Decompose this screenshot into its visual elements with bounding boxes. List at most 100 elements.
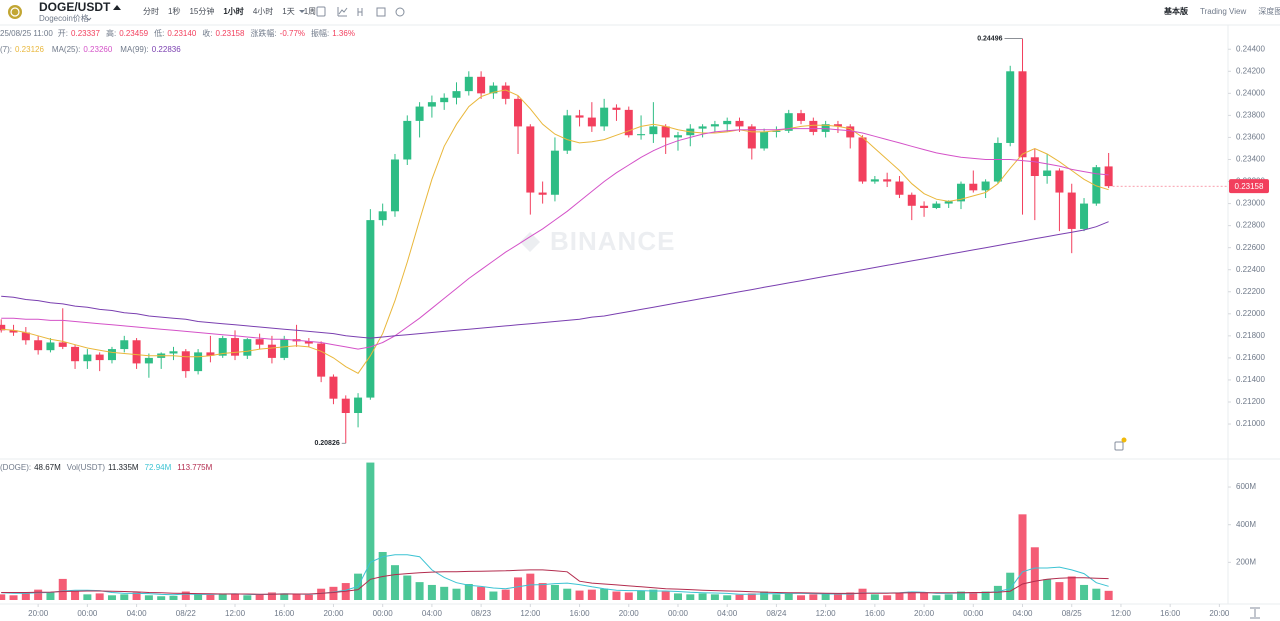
x-tick-label: 00:00 xyxy=(963,609,984,618)
volume-bar xyxy=(21,593,30,600)
view-button[interactable]: 基本版 xyxy=(1163,6,1188,16)
volume-bar xyxy=(107,595,116,600)
volume-legend-value: 48.67M xyxy=(34,463,61,472)
candle-body xyxy=(883,179,892,182)
volume-bar xyxy=(550,584,559,600)
x-tick-label: 20:00 xyxy=(28,609,49,618)
volume-bar xyxy=(58,578,67,600)
volume-bar xyxy=(870,594,879,600)
candle-body xyxy=(95,354,104,361)
candle-body xyxy=(329,376,338,399)
volume-bar xyxy=(34,589,43,600)
candle-body xyxy=(34,340,43,351)
candle-body xyxy=(870,179,879,182)
volume-bar xyxy=(83,594,92,600)
candle-body xyxy=(624,109,633,136)
candle-body xyxy=(858,137,867,182)
volume-bar xyxy=(821,593,830,600)
interval-bar: 分时 1秒 15分钟 1小时 4小时 1天 1周 xyxy=(143,6,316,16)
icon-indicator[interactable] xyxy=(316,6,326,17)
volume-bar xyxy=(563,588,572,600)
candle-body xyxy=(218,338,227,356)
volume-bar xyxy=(464,583,473,600)
icon-compare[interactable] xyxy=(357,8,363,16)
icon-layout[interactable] xyxy=(376,7,386,17)
candle-body xyxy=(907,194,916,206)
volume-bar xyxy=(292,594,301,600)
candle-body xyxy=(932,203,941,208)
interval-button[interactable]: 分时 xyxy=(143,6,159,16)
candle-body xyxy=(981,181,990,191)
y-tick-label: 0.24000 xyxy=(1236,88,1265,97)
volume-bar xyxy=(993,585,1002,600)
icon-settings[interactable] xyxy=(395,7,405,17)
y-tick-label: 0.23000 xyxy=(1236,199,1265,208)
candle-body xyxy=(427,102,436,107)
favorite-arrow[interactable] xyxy=(113,5,121,10)
volume-bar xyxy=(932,595,941,600)
volume-bar xyxy=(427,584,436,600)
volume-bar xyxy=(415,582,424,600)
interval-button[interactable]: 1小时 xyxy=(223,6,243,16)
candle-body xyxy=(846,126,855,138)
candle-body xyxy=(514,98,523,127)
subtitle-caret[interactable] xyxy=(86,17,92,21)
volume-ma-line xyxy=(1,569,1109,595)
candle-body xyxy=(354,397,363,414)
high-label: 0.24496 xyxy=(977,36,1002,43)
volume-bar xyxy=(747,593,756,600)
x-tick-label: 12:00 xyxy=(816,609,837,618)
candle-body xyxy=(821,124,830,132)
interval-button[interactable]: 4小时 xyxy=(253,6,273,16)
y-tick-label: 0.21000 xyxy=(1236,419,1265,428)
price-panel: 0.24496 0.20826 xyxy=(0,36,1113,447)
interval-button[interactable]: 1天 xyxy=(282,7,294,16)
volume-bar xyxy=(157,596,166,600)
y-tick-label: 0.22200 xyxy=(1236,287,1265,296)
x-tick-label: 08/25 xyxy=(1062,609,1083,618)
coin-logo-mark xyxy=(10,7,20,17)
symbol[interactable]: DOGE/USDT xyxy=(39,0,111,14)
interval-button[interactable]: 15分钟 xyxy=(189,6,214,16)
volume-bar xyxy=(304,594,313,600)
candle-body xyxy=(107,349,116,361)
icon-draw[interactable] xyxy=(337,7,348,17)
candle-body xyxy=(587,117,596,127)
coin-logo xyxy=(8,5,22,19)
interval-more[interactable] xyxy=(299,10,305,13)
candle-body xyxy=(563,115,572,151)
info-value: -0.77% xyxy=(280,29,305,38)
volume-bar xyxy=(895,593,904,600)
subtitle[interactable]: Dogecoin价格 xyxy=(39,13,89,23)
view-button[interactable]: 深度图 xyxy=(1258,6,1280,16)
volume-y-tick-label: 600M xyxy=(1236,482,1256,491)
interval-button[interactable]: 1周 xyxy=(304,7,316,16)
volume-bar xyxy=(1030,547,1039,600)
volume-bar xyxy=(673,593,682,600)
volume-bar xyxy=(169,595,178,600)
candle-body xyxy=(403,120,412,160)
candle-body xyxy=(673,135,682,138)
watermark: BINANCE xyxy=(550,226,675,256)
candle-body xyxy=(464,76,473,92)
candle-body xyxy=(698,126,707,129)
volume-bar xyxy=(267,592,276,600)
candle-body xyxy=(710,124,719,127)
volume-bar xyxy=(1092,588,1101,600)
y-tick-label: 0.23800 xyxy=(1236,110,1265,119)
alert-icon[interactable] xyxy=(1114,441,1124,451)
interval-button[interactable]: 1秒 xyxy=(168,6,180,16)
volume-bar xyxy=(206,594,215,600)
candle-body xyxy=(747,126,756,149)
view-button[interactable]: Trading View xyxy=(1200,7,1246,16)
x-tick-label: 20:00 xyxy=(323,609,344,618)
candle-body xyxy=(1018,71,1027,158)
last-price-tag xyxy=(1229,179,1269,194)
volume-bar xyxy=(95,593,104,600)
volume-bar xyxy=(600,588,609,600)
view-switch: 基本版 Trading View 深度图 xyxy=(1163,6,1280,16)
x-tick-label: 00:00 xyxy=(373,609,394,618)
candle-body xyxy=(895,181,904,195)
scale-toggle[interactable] xyxy=(1250,607,1260,619)
volume-ma-value: 113.775M xyxy=(177,463,212,472)
